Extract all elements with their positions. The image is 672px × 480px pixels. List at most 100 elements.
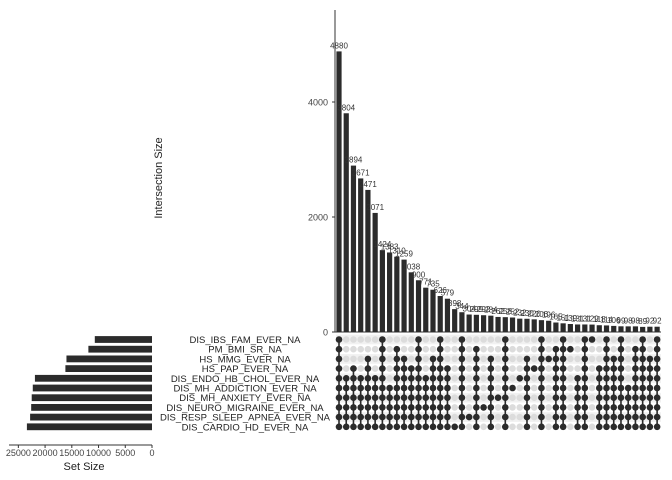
matrix-dot-filled — [538, 345, 545, 353]
matrix-dot-filled — [473, 375, 480, 382]
matrix-dot-filled — [559, 404, 567, 411]
matrix-dot-filled — [639, 394, 646, 402]
matrix-dot-filled — [393, 384, 401, 392]
intersection-count-label: 151 — [556, 313, 570, 322]
matrix-dot-filled — [458, 345, 466, 353]
matrix-dot-filled — [523, 423, 531, 431]
matrix-dot-filled — [617, 413, 625, 421]
matrix-dot-filled — [487, 365, 495, 372]
intersection-bar — [625, 326, 631, 332]
matrix-dot-empty — [509, 375, 516, 382]
intersection-bar — [473, 314, 479, 332]
matrix-dot-filled — [357, 413, 364, 421]
matrix-dot-filled — [357, 375, 364, 382]
matrix-dot-filled — [603, 394, 610, 402]
matrix-dot-empty — [567, 394, 574, 402]
matrix-dot-filled — [400, 404, 408, 411]
matrix-dot-empty — [523, 336, 531, 343]
intersection-count-label: 344 — [455, 302, 469, 311]
matrix-dot-filled — [429, 384, 437, 392]
matrix-dot-filled — [639, 375, 646, 382]
matrix-dot-empty — [588, 355, 596, 363]
intersection-count-label: 299 — [470, 305, 484, 314]
matrix-dot-empty — [509, 355, 516, 363]
matrix-dot-filled — [653, 336, 661, 343]
matrix-dot-empty — [545, 365, 552, 372]
matrix-dot-filled — [408, 404, 415, 411]
matrix-dot-filled — [335, 423, 343, 431]
intersection-bar — [365, 189, 371, 332]
intersection-count-label: 771 — [419, 278, 433, 287]
matrix-dot-filled — [574, 394, 581, 402]
matrix-dot-filled — [574, 375, 581, 382]
matrix-dot-empty — [465, 365, 473, 372]
matrix-dot-filled — [386, 384, 393, 392]
matrix-dot-filled — [552, 375, 560, 382]
matrix-dot-empty — [595, 345, 603, 353]
intersection-bar — [502, 317, 508, 332]
intersection-bar — [524, 318, 530, 332]
matrix-dot-filled — [451, 423, 458, 431]
matrix-dot-empty — [574, 365, 581, 372]
matrix-dot-filled — [415, 394, 422, 402]
matrix-dot-filled — [379, 413, 386, 421]
intersection-count-label: 89 — [638, 317, 647, 326]
matrix-dot-filled — [400, 375, 408, 382]
matrix-dot-filled — [632, 413, 639, 421]
intersection-count-label: 139 — [564, 314, 578, 323]
matrix-dot-filled — [458, 413, 466, 421]
matrix-dot-empty — [632, 336, 639, 343]
matrix-dot-empty — [494, 365, 502, 372]
intersection-count-label: 626 — [434, 286, 448, 295]
matrix-dot-empty — [429, 336, 437, 343]
matrix-dot-empty — [494, 345, 502, 353]
intersection-bar — [336, 51, 342, 333]
intersection-count-label: 220 — [528, 309, 542, 318]
matrix-dot-filled — [603, 365, 610, 372]
matrix-dot-filled — [364, 423, 372, 431]
matrix-dot-empty — [588, 345, 596, 353]
matrix-dot-empty — [509, 336, 516, 343]
intersection-count-label: 118 — [593, 315, 606, 324]
matrix-dot-empty — [574, 355, 581, 363]
intersection-bar — [647, 326, 653, 332]
matrix-dot-filled — [588, 336, 596, 343]
matrix-dot-empty — [357, 355, 364, 363]
matrix-dot-filled — [364, 413, 372, 421]
matrix-dot-empty — [494, 423, 502, 431]
matrix-dot-filled — [422, 384, 430, 392]
matrix-dot-empty — [494, 384, 502, 392]
set-size-tick-label: 5000 — [115, 448, 135, 458]
matrix-dot-empty — [624, 365, 632, 372]
matrix-dot-filled — [379, 394, 386, 402]
matrix-dot-filled — [653, 365, 661, 372]
intersection-count-label: 1383 — [381, 242, 399, 251]
matrix-dot-filled — [523, 355, 531, 363]
matrix-dot-filled — [364, 375, 372, 382]
matrix-dot-empty — [530, 384, 538, 392]
set-name-label: DIS_NEURO_MIGRAINE_EVER_NA — [166, 403, 324, 414]
matrix-dot-empty — [444, 355, 451, 363]
matrix-dot-filled — [422, 394, 430, 402]
matrix-dot-empty — [371, 365, 379, 372]
matrix-dot-filled — [552, 394, 560, 402]
matrix-dot-filled — [617, 336, 625, 343]
matrix-dot-filled — [429, 394, 437, 402]
matrix-dot-filled — [610, 404, 618, 411]
intersection-count-label: 92 — [653, 317, 662, 326]
matrix-dot-filled — [487, 404, 495, 411]
matrix-dot-empty — [545, 345, 552, 353]
matrix-dot-filled — [617, 394, 625, 402]
intersection-count-label: 4880 — [330, 41, 348, 50]
matrix-dot-empty — [480, 345, 487, 353]
intersection-bar — [387, 252, 393, 332]
matrix-dot-filled — [429, 423, 437, 431]
matrix-dot-filled — [545, 355, 552, 363]
matrix-dot-empty — [646, 345, 654, 353]
matrix-dot-filled — [639, 355, 646, 363]
matrix-dot-filled — [400, 355, 408, 363]
matrix-dot-filled — [653, 345, 661, 353]
matrix-dot-filled — [646, 375, 654, 382]
matrix-dot-filled — [581, 345, 589, 353]
intersection-bar — [401, 259, 407, 332]
